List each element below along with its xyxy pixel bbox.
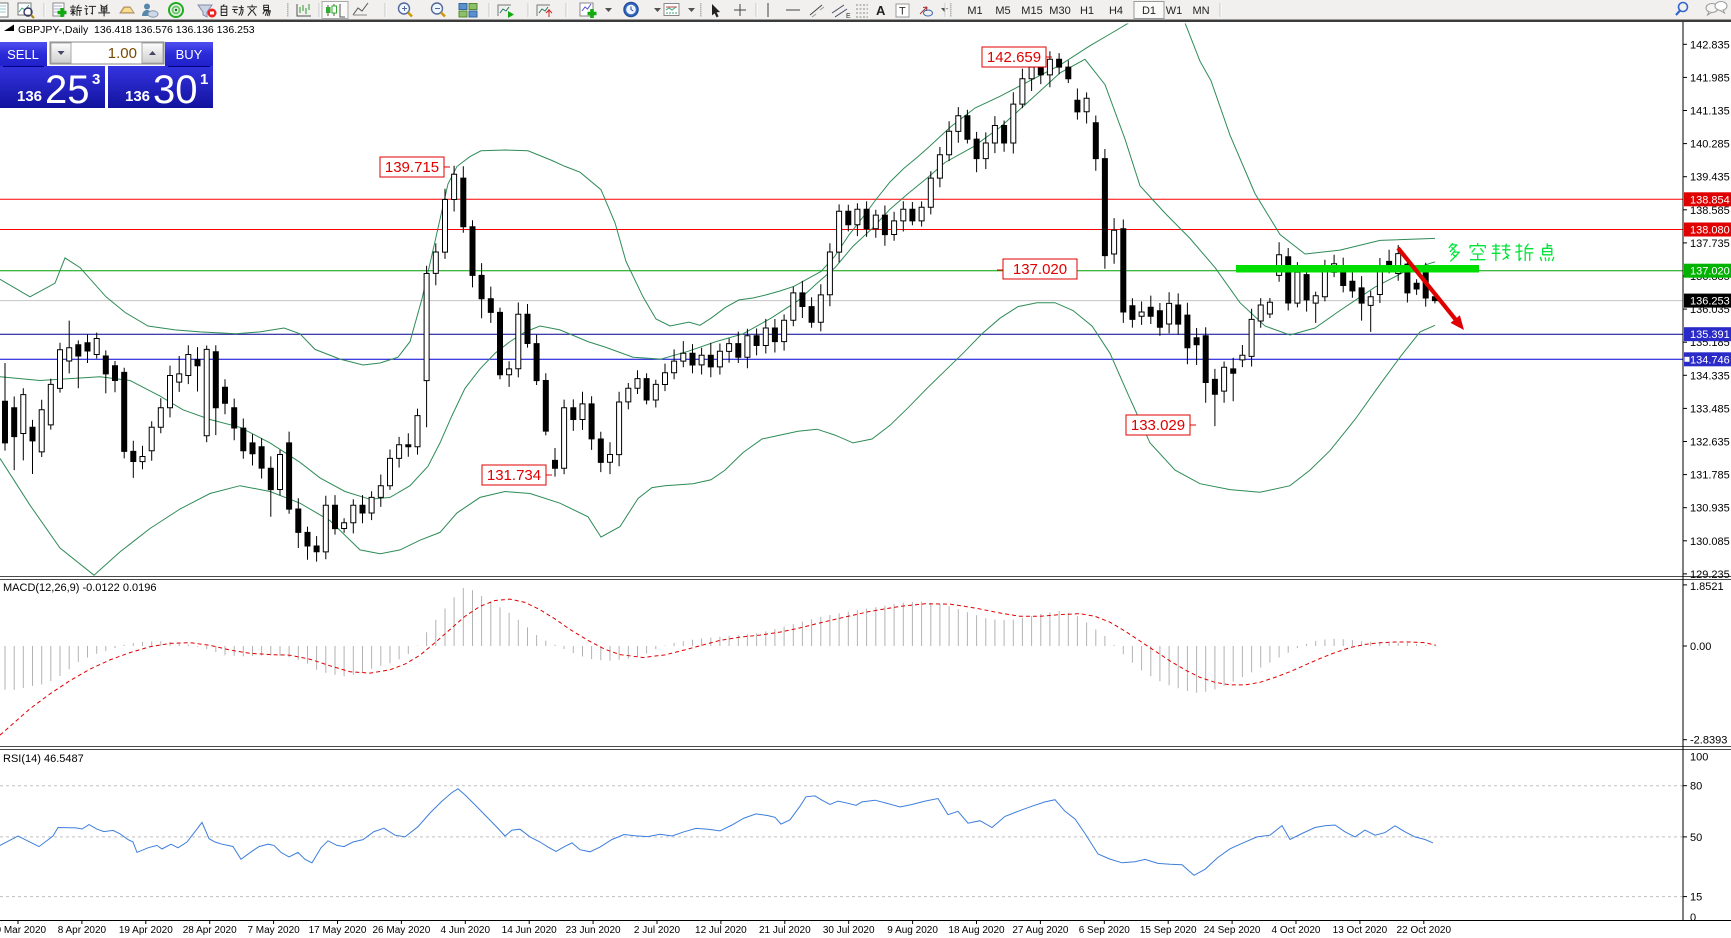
svg-text:0: 0 (1690, 912, 1696, 924)
svg-text:142.659: 142.659 (987, 49, 1041, 66)
svg-text:3: 3 (92, 71, 100, 88)
svg-text:141.135: 141.135 (1690, 106, 1730, 118)
svg-text:BUY: BUY (176, 47, 203, 62)
svg-text:RSI(14) 46.5487: RSI(14) 46.5487 (3, 753, 84, 765)
svg-text:138.080: 138.080 (1690, 225, 1730, 237)
svg-text:80: 80 (1690, 781, 1702, 793)
svg-text:17 May 2020: 17 May 2020 (309, 925, 367, 936)
svg-text:141.985: 141.985 (1690, 72, 1730, 84)
svg-text:14 Jun 2020: 14 Jun 2020 (502, 925, 557, 936)
svg-text:9 Aug 2020: 9 Aug 2020 (887, 925, 938, 936)
svg-text:19 Apr 2020: 19 Apr 2020 (119, 925, 173, 936)
svg-text:134.746: 134.746 (1690, 354, 1730, 366)
svg-text:T: T (899, 6, 906, 18)
svg-text:M15: M15 (1021, 5, 1042, 17)
svg-text:M1: M1 (967, 5, 982, 17)
svg-text:2 Jul 2020: 2 Jul 2020 (634, 925, 681, 936)
svg-text:131.734: 131.734 (487, 467, 541, 484)
svg-text:MACD(12,26,9) -0.0122 0.0196: MACD(12,26,9) -0.0122 0.0196 (3, 582, 156, 594)
svg-text:30: 30 (153, 68, 198, 112)
svg-text:-2.8393: -2.8393 (1690, 735, 1727, 747)
svg-text:28 Apr 2020: 28 Apr 2020 (183, 925, 237, 936)
svg-text:138.854: 138.854 (1690, 194, 1730, 206)
svg-text:142.835: 142.835 (1690, 39, 1730, 51)
svg-text:A: A (876, 3, 886, 18)
svg-text:138.585: 138.585 (1690, 205, 1730, 217)
svg-text:25: 25 (45, 68, 90, 112)
svg-text:130.935: 130.935 (1690, 503, 1730, 515)
svg-text:W1: W1 (1166, 5, 1183, 17)
svg-text:140.285: 140.285 (1690, 139, 1730, 151)
svg-text:24 Sep 2020: 24 Sep 2020 (1204, 925, 1261, 936)
svg-text:136: 136 (17, 88, 42, 105)
svg-text:135.391: 135.391 (1690, 329, 1730, 341)
svg-text:139.435: 139.435 (1690, 172, 1730, 184)
svg-text:129.235: 129.235 (1690, 569, 1730, 581)
svg-text:137.735: 137.735 (1690, 238, 1730, 250)
svg-text:18 Aug 2020: 18 Aug 2020 (948, 925, 1005, 936)
svg-text:4 Oct 2020: 4 Oct 2020 (1272, 925, 1321, 936)
svg-text:4 Jun 2020: 4 Jun 2020 (441, 925, 491, 936)
svg-text:MN: MN (1192, 5, 1209, 17)
svg-text:13 Oct 2020: 13 Oct 2020 (1333, 925, 1388, 936)
svg-text:136: 136 (125, 88, 150, 105)
svg-text:21 Jul 2020: 21 Jul 2020 (759, 925, 811, 936)
svg-text:133.485: 133.485 (1690, 403, 1730, 415)
svg-text:1: 1 (200, 71, 208, 88)
svg-text:130.085: 130.085 (1690, 536, 1730, 548)
svg-text:M30: M30 (1049, 5, 1070, 17)
svg-text:8 Apr 2020: 8 Apr 2020 (58, 925, 107, 936)
svg-text:15: 15 (1690, 892, 1702, 904)
svg-text:H4: H4 (1109, 5, 1123, 17)
svg-text:26 May 2020: 26 May 2020 (372, 925, 430, 936)
svg-text:30 Jul 2020: 30 Jul 2020 (823, 925, 875, 936)
svg-text:50: 50 (1690, 832, 1702, 844)
svg-text:136.253: 136.253 (1690, 296, 1730, 308)
svg-text:15 Sep 2020: 15 Sep 2020 (1140, 925, 1197, 936)
svg-text:0.00: 0.00 (1690, 641, 1711, 653)
svg-text:137.020: 137.020 (1690, 266, 1730, 278)
svg-text:H1: H1 (1080, 5, 1094, 17)
svg-text:GBPJPY-,Daily 136.418 136.576: GBPJPY-,Daily 136.418 136.576 136.136 13… (18, 24, 255, 36)
svg-text:134.335: 134.335 (1690, 370, 1730, 382)
svg-text:6 Sep 2020: 6 Sep 2020 (1079, 925, 1131, 936)
svg-text:7 May 2020: 7 May 2020 (247, 925, 300, 936)
svg-text:27 Aug 2020: 27 Aug 2020 (1012, 925, 1069, 936)
svg-text:22 Oct 2020: 22 Oct 2020 (1397, 925, 1452, 936)
svg-text:1.8521: 1.8521 (1690, 581, 1724, 593)
svg-text:137.020: 137.020 (1013, 261, 1067, 278)
svg-text:12 Jul 2020: 12 Jul 2020 (695, 925, 747, 936)
svg-text:E: E (846, 13, 851, 20)
svg-text:100: 100 (1690, 752, 1708, 764)
svg-text:133.029: 133.029 (1131, 417, 1185, 434)
svg-text:30 Mar 2020: 30 Mar 2020 (0, 925, 47, 936)
svg-text:M5: M5 (995, 5, 1010, 17)
svg-text:23 Jun 2020: 23 Jun 2020 (566, 925, 621, 936)
svg-text:SELL: SELL (7, 47, 39, 62)
svg-text:1.00: 1.00 (108, 45, 137, 62)
svg-text:D1: D1 (1142, 5, 1156, 17)
svg-text:131.785: 131.785 (1690, 470, 1730, 482)
svg-text:132.635: 132.635 (1690, 437, 1730, 449)
svg-text:139.715: 139.715 (385, 159, 439, 176)
